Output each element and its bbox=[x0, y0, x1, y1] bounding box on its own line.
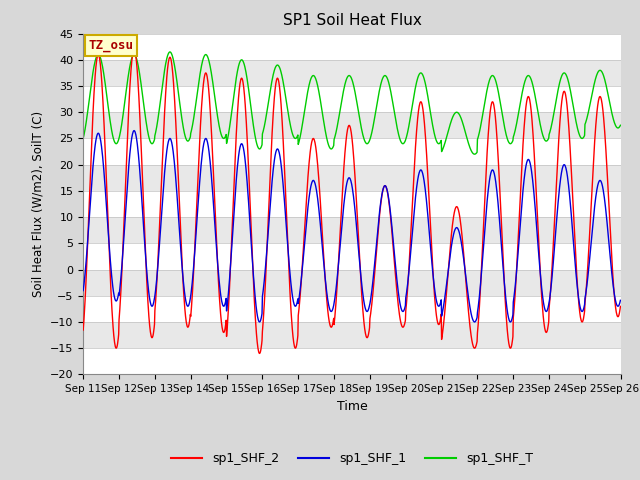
Bar bbox=[83, 243, 621, 270]
Y-axis label: Soil Heat Flux (W/m2), SoilT (C): Soil Heat Flux (W/m2), SoilT (C) bbox=[31, 111, 44, 297]
X-axis label: Time: Time bbox=[337, 400, 367, 413]
Bar bbox=[83, 296, 621, 322]
Bar bbox=[83, 217, 621, 243]
Bar bbox=[83, 60, 621, 86]
Bar bbox=[83, 322, 621, 348]
Legend: sp1_SHF_2, sp1_SHF_1, sp1_SHF_T: sp1_SHF_2, sp1_SHF_1, sp1_SHF_T bbox=[166, 447, 538, 470]
Bar bbox=[83, 86, 621, 112]
Bar bbox=[83, 348, 621, 374]
Bar bbox=[83, 270, 621, 296]
Title: SP1 Soil Heat Flux: SP1 Soil Heat Flux bbox=[283, 13, 421, 28]
Bar bbox=[83, 191, 621, 217]
Bar bbox=[83, 138, 621, 165]
Bar bbox=[83, 34, 621, 60]
Bar bbox=[83, 112, 621, 138]
Bar bbox=[83, 165, 621, 191]
Text: TZ_osu: TZ_osu bbox=[88, 39, 134, 52]
